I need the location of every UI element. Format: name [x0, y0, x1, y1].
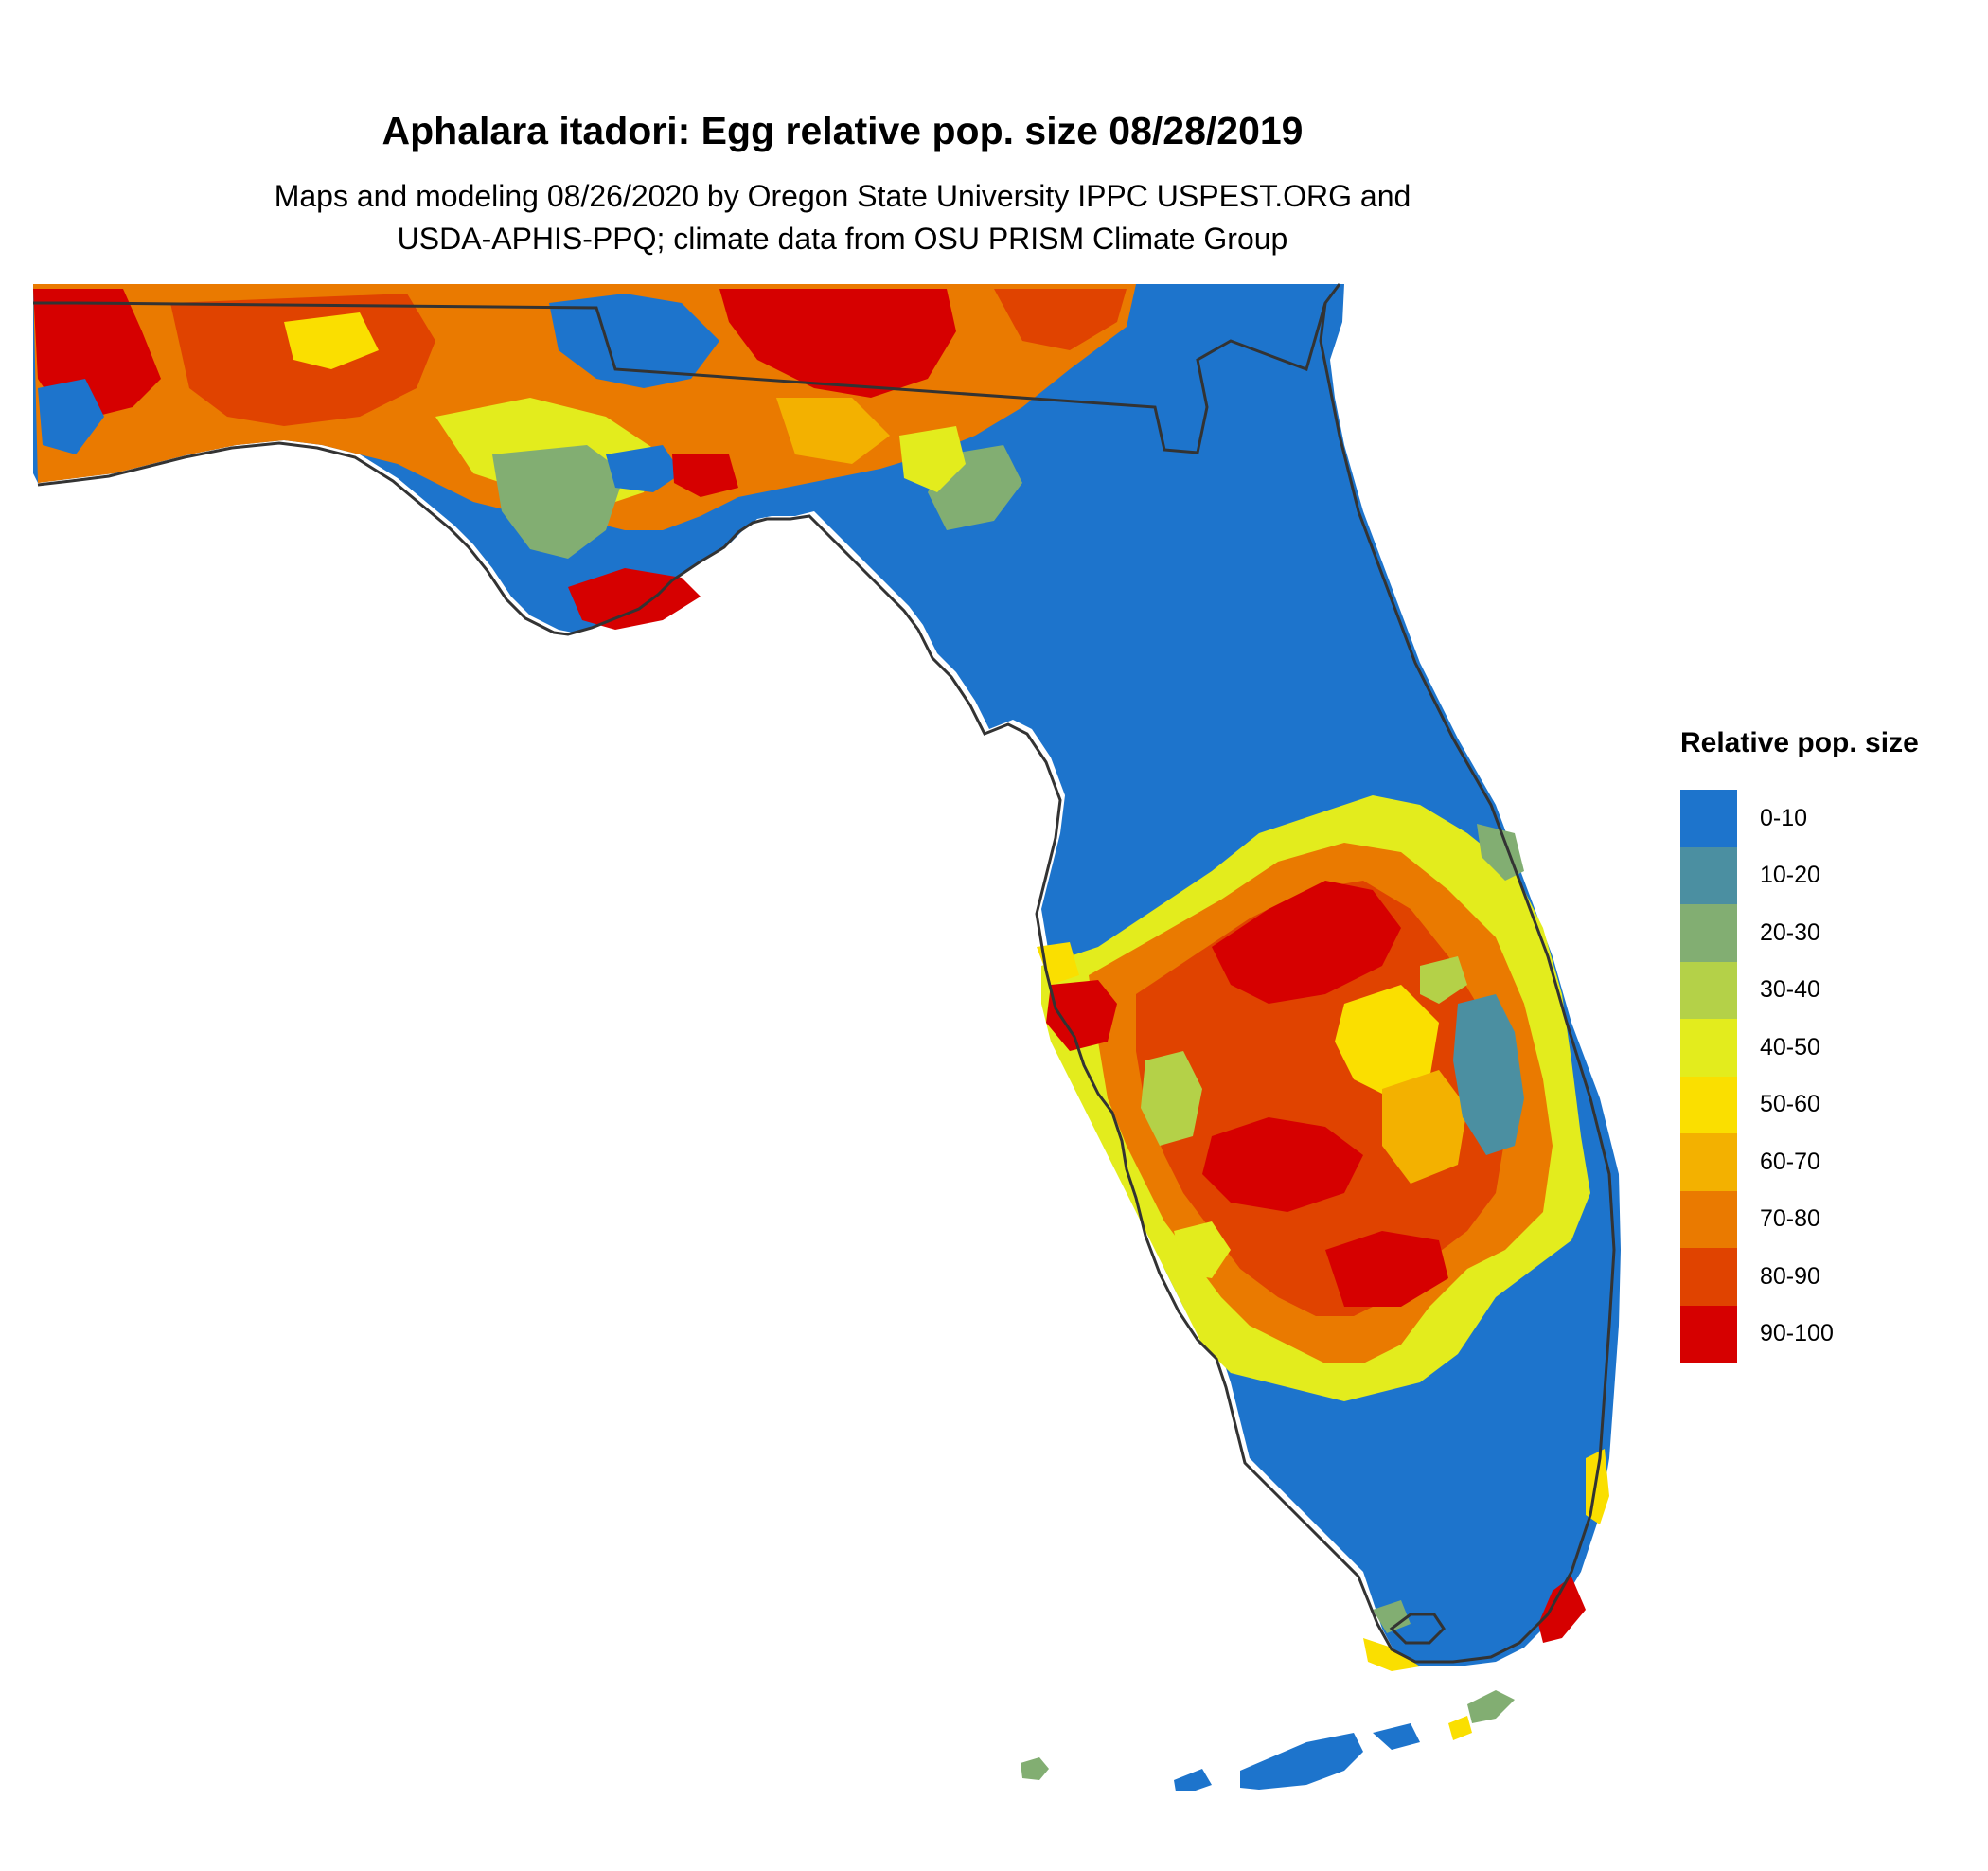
panhandle-red-east — [719, 289, 956, 398]
legend-label: 60-70 — [1760, 1148, 1820, 1175]
legend-item: 60-70 — [1680, 1133, 1919, 1191]
legend-label: 90-100 — [1760, 1320, 1834, 1347]
legend-title: Relative pop. size — [1680, 727, 1919, 758]
legend-label: 70-80 — [1760, 1205, 1820, 1233]
legend-label: 50-60 — [1760, 1091, 1820, 1118]
central-yellow-inner — [1335, 985, 1439, 1098]
keys-1 — [1240, 1733, 1363, 1790]
legend-label: 80-90 — [1760, 1262, 1820, 1290]
legend-swatch — [1680, 1248, 1737, 1306]
legend-label: 20-30 — [1760, 918, 1820, 946]
bay-green — [1373, 1600, 1411, 1633]
map-title: Aphalara itadori: Egg relative pop. size… — [382, 109, 1304, 152]
south-coast-yellow — [1363, 1638, 1420, 1671]
legend-swatch — [1680, 1190, 1737, 1248]
legend-item: 80-90 — [1680, 1248, 1919, 1306]
central-florida-regions — [1037, 795, 1590, 1401]
naples-yellow — [1174, 1221, 1231, 1278]
central-deep-red-1 — [1212, 881, 1401, 1004]
panhandle-red-4 — [672, 454, 738, 497]
keys-yellow — [1448, 1716, 1472, 1740]
panhandle-blue-3 — [606, 445, 682, 492]
central-red — [1136, 881, 1505, 1316]
legend-item: 40-50 — [1680, 1019, 1919, 1077]
keys-green — [1467, 1690, 1515, 1723]
legend-item: 10-20 — [1680, 846, 1919, 904]
panhandle-red-east2 — [994, 289, 1127, 350]
legend-item: 20-30 — [1680, 904, 1919, 962]
legend-swatch — [1680, 1133, 1737, 1191]
legend-swatch — [1680, 1019, 1737, 1077]
state-boundaries — [33, 283, 1616, 1664]
panhandle-amber — [776, 398, 890, 464]
panhandle-green-1 — [492, 445, 625, 559]
central-lime-west — [1141, 1051, 1202, 1146]
alabama-georgia-boundary — [33, 283, 1341, 454]
legend-swatch — [1680, 1076, 1737, 1133]
legend-item: 30-40 — [1680, 961, 1919, 1019]
central-deep-red-3 — [1325, 1231, 1448, 1307]
legend-swatch — [1680, 904, 1737, 962]
legend-swatch — [1680, 790, 1737, 847]
subtitle-line-1: Maps and modeling 08/26/2020 by Oregon S… — [274, 179, 1411, 213]
panhandle-blue-2 — [38, 379, 104, 454]
keys-2 — [1174, 1769, 1212, 1791]
keys-3 — [1373, 1723, 1420, 1750]
legend-swatch — [1680, 1305, 1737, 1363]
central-deep-red-2 — [1202, 1117, 1363, 1212]
panhandle-yellow-3 — [899, 426, 966, 492]
east-coast-green — [1477, 824, 1524, 881]
legend-item: 0-10 — [1680, 790, 1919, 847]
south-coast-red — [1538, 1577, 1586, 1643]
subtitle-line-2: USDA-APHIS-PPQ; climate data from OSU PR… — [397, 222, 1288, 256]
legend-swatch — [1680, 846, 1737, 904]
tampa-red — [1046, 980, 1117, 1051]
legend-items: 0-10 10-20 20-30 30-40 40-50 50-60 60-70 70-80 8… — [1680, 790, 1919, 1363]
central-teal-east — [1453, 994, 1524, 1155]
legend-label: 0-10 — [1760, 804, 1808, 831]
legend-item: 90-100 — [1680, 1305, 1919, 1363]
map-subtitle: Maps and modeling 08/26/2020 by Oregon S… — [0, 175, 1685, 260]
central-lime-east — [1420, 956, 1467, 1004]
lake-okeechobee-outline — [1389, 1613, 1446, 1645]
legend-item: 50-60 — [1680, 1076, 1919, 1133]
panhandle-yellow-2 — [284, 312, 379, 369]
keys-4 — [1021, 1757, 1049, 1780]
legend-swatch — [1680, 961, 1737, 1019]
central-amber-inner — [1382, 1070, 1467, 1184]
legend-label: 40-50 — [1760, 1033, 1820, 1060]
legend-item: 70-80 — [1680, 1190, 1919, 1248]
panhandle-blue-1 — [549, 294, 719, 388]
legend-label: 30-40 — [1760, 976, 1820, 1004]
panhandle-regions — [33, 284, 1136, 630]
legend-label: 10-20 — [1760, 862, 1820, 889]
legend: Relative pop. size 0-10 10-20 20-30 30-40 40… — [1680, 727, 1919, 1363]
florida-coastline — [37, 302, 1616, 1664]
